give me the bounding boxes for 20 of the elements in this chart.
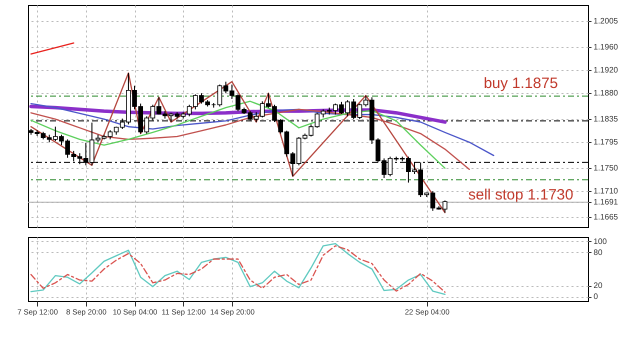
y-tick-label: 1.1795 [594, 138, 619, 147]
y-tick-label: 1.1665 [594, 212, 619, 222]
y-tick-label: 20 [594, 281, 603, 290]
y-tick-label: 1.1710 [594, 186, 619, 196]
ref-line-label: buy 1.1875 [484, 75, 558, 92]
line-series [30, 100, 446, 169]
y-tick-label: 1.1880 [594, 88, 619, 98]
line-series [30, 102, 494, 156]
y-tick-label: 0 [594, 292, 598, 302]
line-series [30, 108, 470, 170]
ref-line-label: sell stop 1.1730 [468, 186, 574, 204]
y-tick-label: 100 [594, 236, 608, 246]
line-series [30, 72, 446, 214]
y-tick-label: 1.1960 [594, 42, 619, 52]
y-tick-label: 1.2005 [594, 16, 619, 26]
y-tick-label: 80 [594, 248, 603, 257]
y-tick-label: 1.1920 [594, 66, 619, 75]
y-tick-label: 1.1835 [594, 114, 619, 124]
y-tick-label: 1.1691 [594, 198, 619, 207]
y-tick-label: 1.1750 [594, 164, 619, 173]
